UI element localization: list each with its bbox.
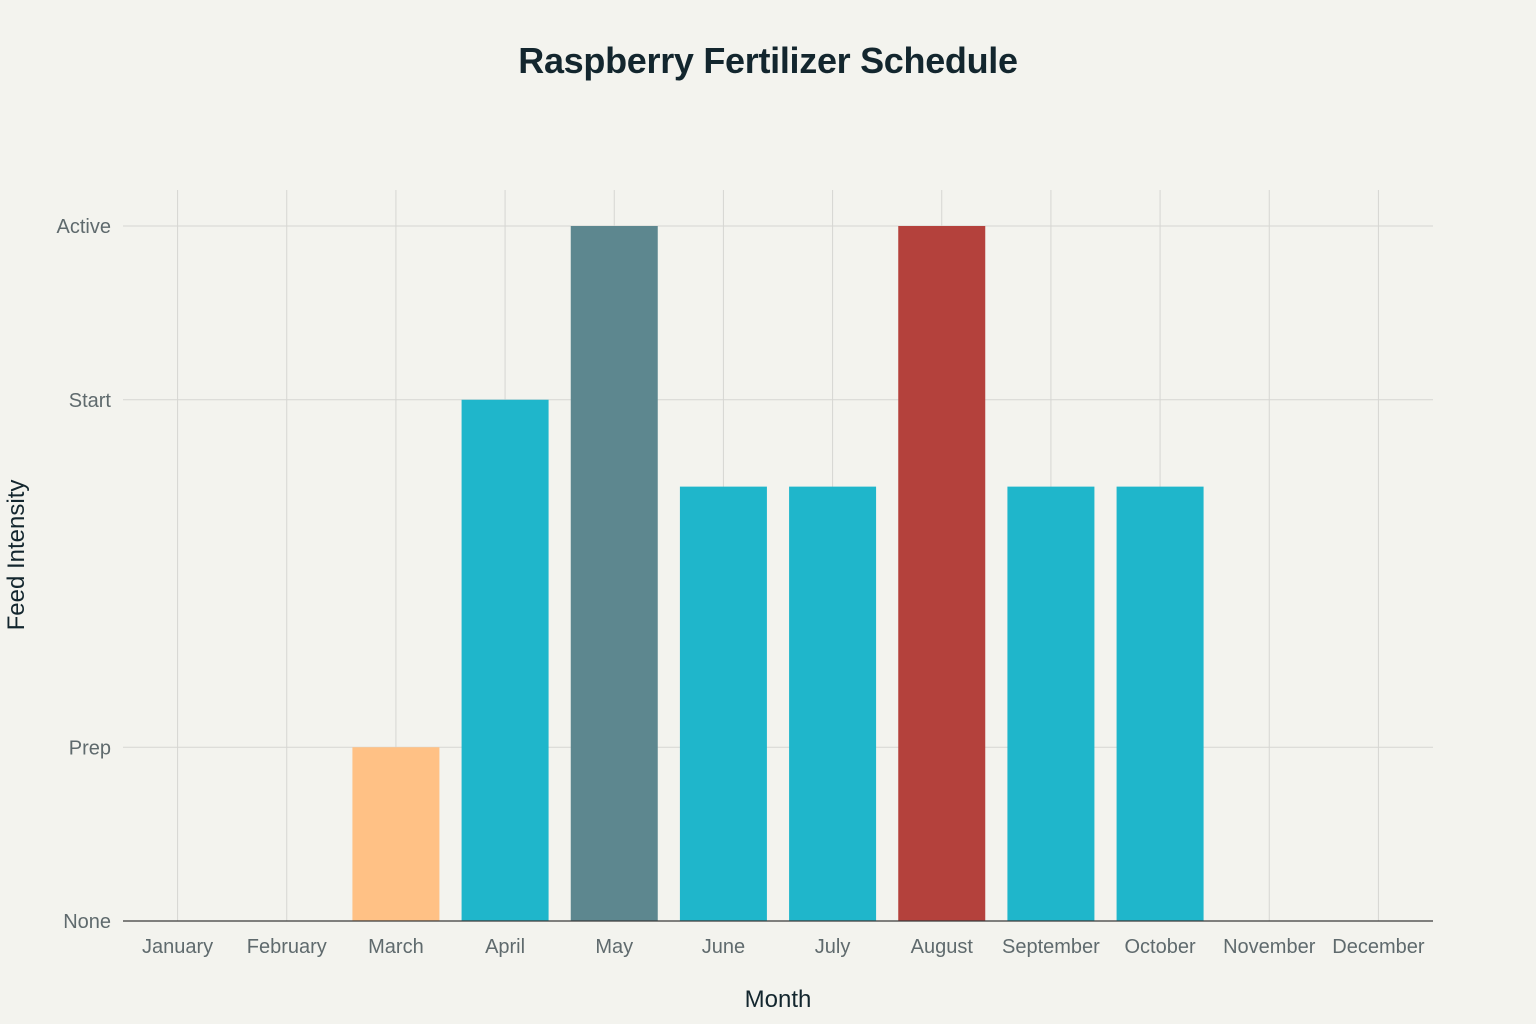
bar-august[interactable]: [898, 226, 986, 921]
x-tick-label: February: [247, 936, 327, 958]
y-axis-title: Feed Intensity: [3, 480, 30, 631]
bar-june[interactable]: [679, 486, 767, 921]
y-tick-label: Start: [69, 390, 112, 412]
x-tick-label: December: [1332, 936, 1425, 958]
x-tick-label: September: [1002, 936, 1100, 958]
x-tick-label: January: [142, 936, 213, 958]
x-tick-label: April: [485, 936, 525, 958]
grid-lines: [123, 190, 1433, 921]
x-tick-label: June: [702, 936, 745, 958]
bar-may[interactable]: [570, 226, 658, 921]
x-tick-label: May: [595, 936, 633, 958]
y-tick-label: None: [63, 911, 111, 933]
y-tick-label: Active: [57, 216, 111, 238]
x-tick-label: November: [1223, 936, 1316, 958]
x-tick-label: July: [815, 936, 851, 958]
x-axis-title: Month: [745, 986, 812, 1013]
bar-september[interactable]: [1007, 486, 1095, 921]
bar-july[interactable]: [789, 486, 877, 921]
y-tick-labels: None Prep Start Active: [57, 216, 112, 933]
x-tick-labels: January February March April May June July Augu…: [142, 936, 1425, 958]
bar-april[interactable]: [461, 399, 549, 921]
x-tick-label: March: [368, 936, 424, 958]
chart-title: Raspberry Fertilizer Schedule: [518, 40, 1018, 81]
bars: [352, 226, 1204, 921]
bar-march[interactable]: [352, 747, 440, 921]
bar-october[interactable]: [1116, 486, 1204, 921]
y-tick-label: Prep: [69, 737, 111, 759]
x-tick-label: October: [1125, 936, 1196, 958]
x-tick-label: August: [911, 936, 974, 958]
